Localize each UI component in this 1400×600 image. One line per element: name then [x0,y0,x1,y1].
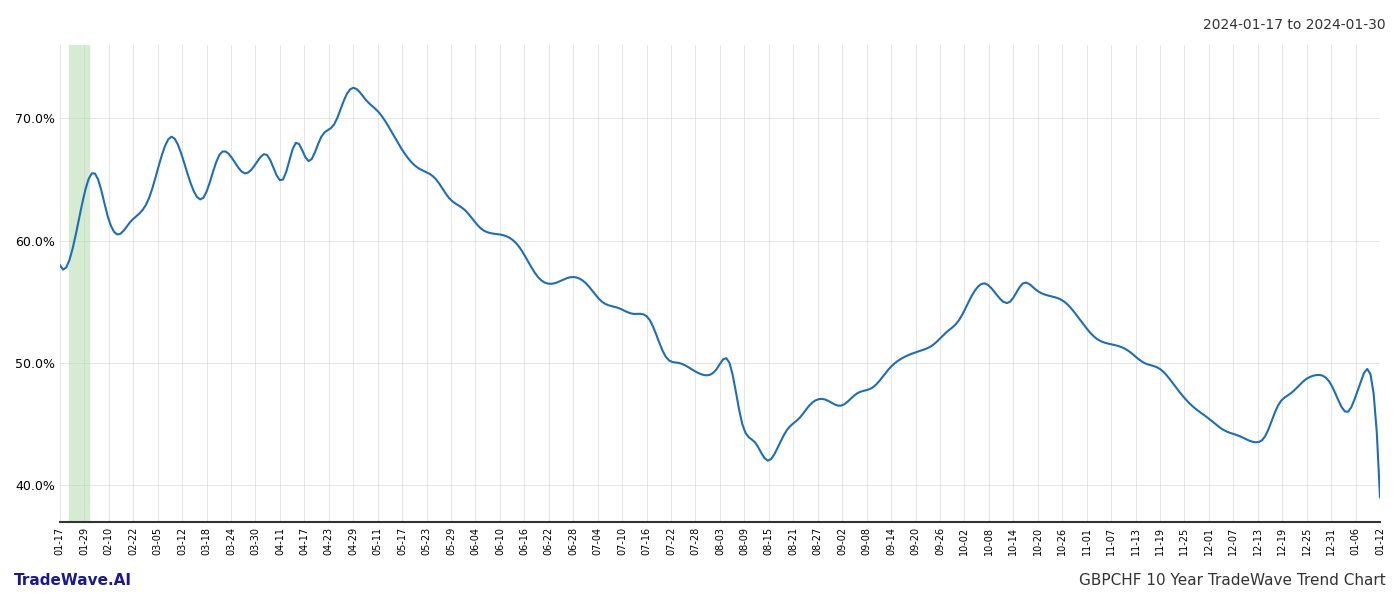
Bar [70,45,88,522]
Text: GBPCHF 10 Year TradeWave Trend Chart: GBPCHF 10 Year TradeWave Trend Chart [1079,573,1386,588]
Text: 2024-01-17 to 2024-01-30: 2024-01-17 to 2024-01-30 [1204,18,1386,32]
Text: TradeWave.AI: TradeWave.AI [14,573,132,588]
